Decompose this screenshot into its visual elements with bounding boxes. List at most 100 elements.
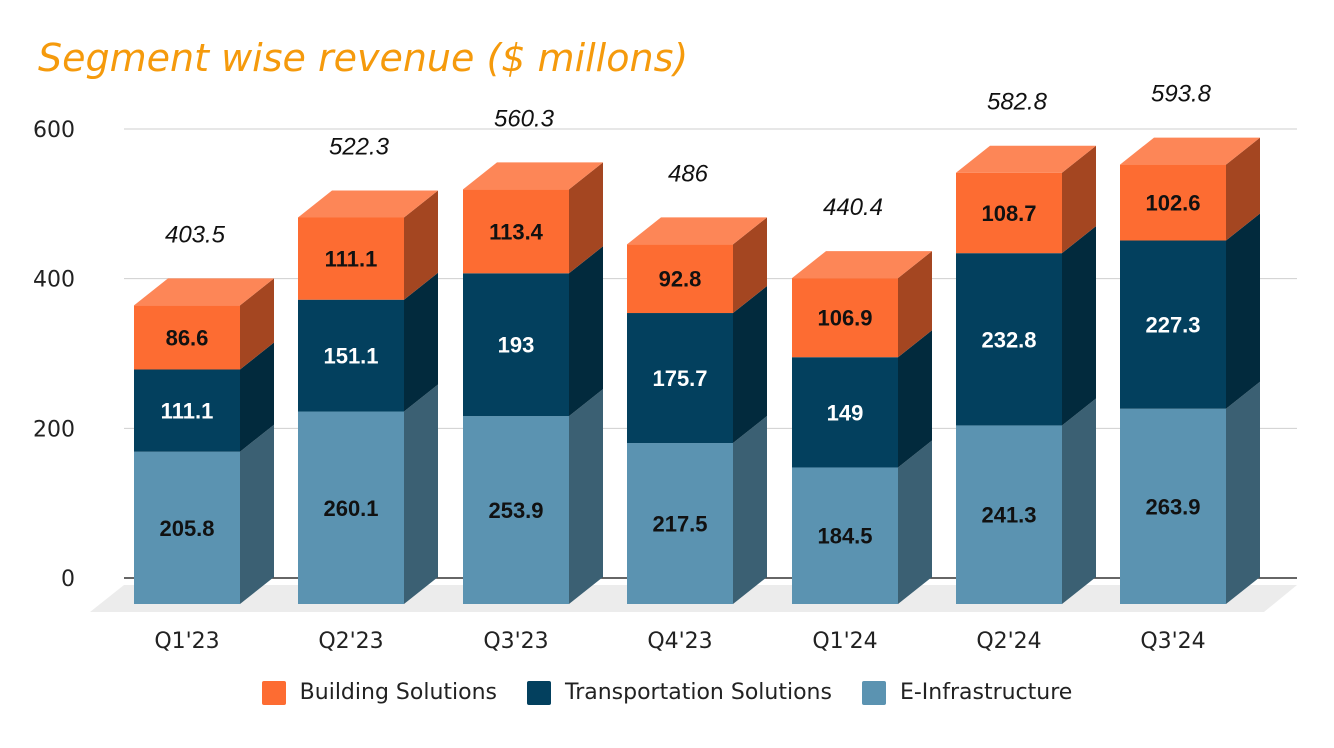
legend-item-transportation-solutions[interactable]: Transportation Solutions <box>527 680 832 705</box>
bar-value-label: 151.1 <box>323 344 378 369</box>
bar-total-label: 440.4 <box>823 194 883 221</box>
bar-transportation-solutions <box>463 273 569 417</box>
bar-building-solutions-side <box>569 162 603 274</box>
bar-e-infrastructure-side <box>898 440 932 604</box>
bar-transportation-solutions-side <box>569 246 603 417</box>
bar-building-solutions-side <box>733 217 767 314</box>
bar-building-solutions-side <box>240 278 274 370</box>
bar-top-face <box>956 145 1096 173</box>
bar-value-label: 111.1 <box>325 247 378 272</box>
x-tick-label: Q2'23 <box>318 629 383 654</box>
bar-e-infrastructure <box>792 467 898 604</box>
bar-transportation-solutions-side <box>404 272 438 412</box>
bar-building-solutions-side <box>898 251 932 358</box>
bar-transportation-solutions <box>627 313 733 444</box>
bar-top-face <box>1120 137 1260 165</box>
legend-swatch-transportation-solutions <box>527 680 551 705</box>
chart-title: Segment wise revenue ($ millons) <box>38 36 689 80</box>
bar-e-infrastructure-side <box>733 416 767 604</box>
bar-e-infrastructure <box>463 416 569 604</box>
bar-building-solutions-side <box>1226 137 1260 241</box>
bar-building-solutions <box>1120 164 1226 241</box>
legend-swatch-building-solutions <box>261 680 286 705</box>
y-tick-label: 200 <box>33 417 75 442</box>
legend-swatch-e-infrastructure <box>861 680 886 705</box>
bar-e-infrastructure <box>956 425 1062 604</box>
chart-plot-area: 0 200 400 600 205.8 111.1 86.6 403.5 Q1'23 260.1 1… <box>33 81 1297 654</box>
bar-building-solutions <box>463 189 569 274</box>
bar-value-label: 241.3 <box>981 503 1036 528</box>
bar-top-face <box>134 278 274 306</box>
bar-value-label: 86.6 <box>166 325 209 350</box>
bar-value-label: 106.9 <box>817 306 872 331</box>
bar-top-face <box>627 217 767 245</box>
legend-label-transportation-solutions: Transportation Solutions <box>565 680 832 705</box>
bar-e-infrastructure <box>627 443 733 604</box>
x-tick-label: Q4'23 <box>647 629 712 654</box>
bar-e-infrastructure <box>134 451 240 604</box>
y-tick-label: 0 <box>61 567 75 592</box>
x-tick-label: Q3'24 <box>1140 629 1205 654</box>
bar-total-label: 403.5 <box>165 221 226 248</box>
bar-transportation-solutions-side <box>1062 226 1096 426</box>
bar-value-label: 108.7 <box>981 201 1036 226</box>
bar-e-infrastructure <box>1120 408 1226 604</box>
bar-transportation-solutions <box>1120 240 1226 409</box>
bar-e-infrastructure-side <box>1062 398 1096 604</box>
bar-transportation-solutions-side <box>240 342 274 452</box>
bar-value-label: 193 <box>498 333 535 358</box>
bar-value-label: 113.4 <box>489 219 544 244</box>
bar-top-face <box>463 162 603 190</box>
bar-building-solutions <box>298 217 404 300</box>
bar-value-label: 253.9 <box>488 498 543 523</box>
bar-total-label: 522.3 <box>329 133 390 160</box>
bar-total-label: 486 <box>668 160 709 187</box>
bar-transportation-solutions <box>134 369 240 452</box>
bar-building-solutions <box>134 305 240 370</box>
bar-building-solutions <box>792 278 898 358</box>
bar-transportation-solutions-side <box>898 330 932 468</box>
bar-value-label: 263.9 <box>1145 494 1200 519</box>
bar-transportation-solutions-side <box>1226 213 1260 409</box>
bar-value-label: 184.5 <box>817 524 872 549</box>
x-tick-label: Q2'24 <box>976 629 1041 654</box>
bar-e-infrastructure <box>298 411 404 604</box>
legend-label-building-solutions: Building Solutions <box>299 680 497 705</box>
bar-e-infrastructure-side <box>569 389 603 604</box>
x-tick-label: Q1'24 <box>812 629 877 654</box>
bar-transportation-solutions <box>956 253 1062 426</box>
bar-transportation-solutions-side <box>733 286 767 444</box>
bar-total-label: 593.8 <box>1151 81 1212 108</box>
bar-total-label: 582.8 <box>987 89 1048 116</box>
bar-transportation-solutions <box>792 357 898 468</box>
bar-value-label: 175.7 <box>652 366 707 391</box>
bar-building-solutions <box>956 172 1062 254</box>
bar-top-face <box>792 251 932 279</box>
bar-value-label: 111.1 <box>161 399 214 424</box>
bar-e-infrastructure-side <box>240 424 274 604</box>
bar-value-label: 205.8 <box>159 516 214 541</box>
x-tick-label: Q1'23 <box>154 629 219 654</box>
bar-transportation-solutions <box>298 299 404 412</box>
bar-top-face <box>298 190 438 218</box>
bar-building-solutions-side <box>1062 145 1096 254</box>
bar-value-label: 227.3 <box>1145 313 1200 338</box>
bar-e-infrastructure-side <box>1226 381 1260 604</box>
legend-label-e-infrastructure: E-Infrastructure <box>899 680 1073 705</box>
bar-value-label: 217.5 <box>652 512 707 537</box>
bar-value-label: 232.8 <box>981 327 1036 352</box>
x-tick-label: Q3'23 <box>483 629 548 654</box>
bar-value-label: 149 <box>827 400 864 425</box>
bar-value-label: 92.8 <box>659 267 702 292</box>
bar-building-solutions <box>627 244 733 314</box>
legend-item-building-solutions[interactable]: Building Solutions <box>261 680 497 705</box>
legend-item-e-infrastructure[interactable]: E-Infrastructure <box>861 680 1073 705</box>
bar-e-infrastructure-side <box>404 384 438 604</box>
bar-value-label: 260.1 <box>323 496 378 521</box>
bar-value-label: 102.6 <box>1145 191 1200 216</box>
bar-building-solutions-side <box>404 190 438 300</box>
y-tick-label: 400 <box>33 268 75 293</box>
bar-total-label: 560.3 <box>494 105 555 132</box>
y-tick-label: 600 <box>33 118 75 143</box>
chart-legend: Building Solutions Transportation Soluti… <box>0 680 1334 705</box>
